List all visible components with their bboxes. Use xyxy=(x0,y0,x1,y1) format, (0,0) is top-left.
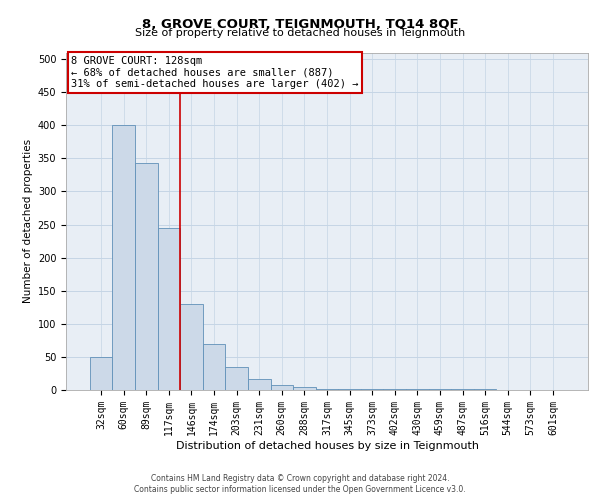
Bar xyxy=(135,163,158,390)
Bar xyxy=(158,228,180,390)
Bar xyxy=(90,357,112,390)
Text: 8 GROVE COURT: 128sqm
← 68% of detached houses are smaller (887)
31% of semi-det: 8 GROVE COURT: 128sqm ← 68% of detached … xyxy=(71,56,359,89)
Text: 8, GROVE COURT, TEIGNMOUTH, TQ14 8QF: 8, GROVE COURT, TEIGNMOUTH, TQ14 8QF xyxy=(142,18,458,30)
Text: Contains HM Land Registry data © Crown copyright and database right 2024.
Contai: Contains HM Land Registry data © Crown c… xyxy=(134,474,466,494)
Bar xyxy=(316,388,338,390)
X-axis label: Distribution of detached houses by size in Teignmouth: Distribution of detached houses by size … xyxy=(176,440,479,450)
Text: Size of property relative to detached houses in Teignmouth: Size of property relative to detached ho… xyxy=(135,28,465,38)
Bar xyxy=(203,344,226,390)
Bar xyxy=(180,304,203,390)
Y-axis label: Number of detached properties: Number of detached properties xyxy=(23,139,34,304)
Bar xyxy=(271,386,293,390)
Bar xyxy=(248,379,271,390)
Bar xyxy=(226,367,248,390)
Bar xyxy=(293,386,316,390)
Bar xyxy=(112,126,135,390)
